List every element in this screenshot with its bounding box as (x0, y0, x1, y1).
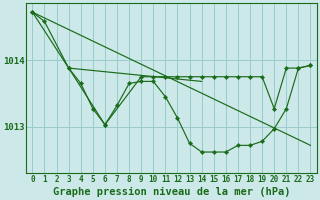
X-axis label: Graphe pression niveau de la mer (hPa): Graphe pression niveau de la mer (hPa) (53, 186, 290, 197)
